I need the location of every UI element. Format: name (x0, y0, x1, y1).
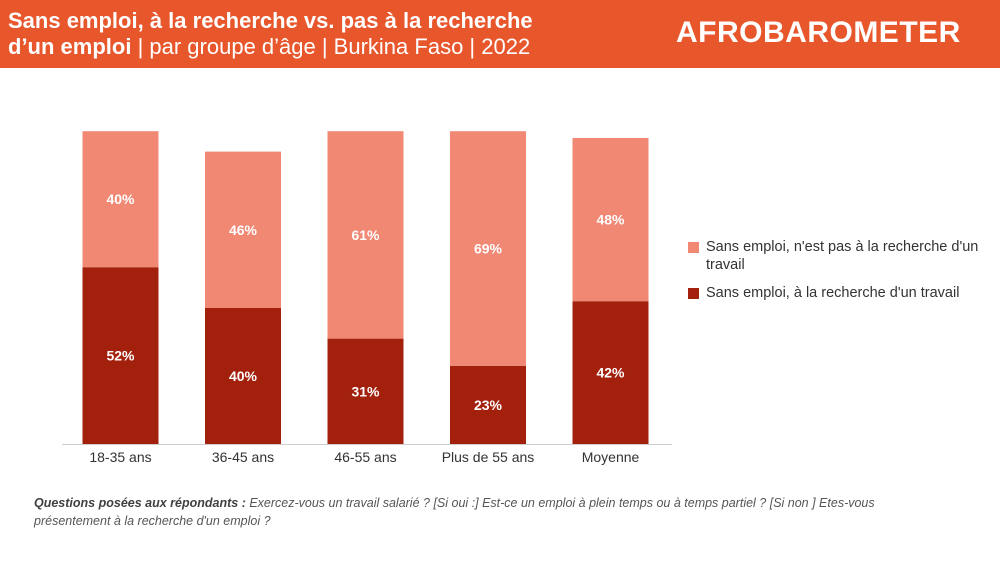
legend-item-searching: Sans emploi, à la recherche d'un travail (688, 284, 988, 302)
data-label-not-searching-2: 61% (351, 227, 380, 243)
footnote: Questions posées aux répondants : Exerce… (34, 494, 934, 530)
legend-label-not-searching: Sans emploi, n'est pas à la recherche d'… (706, 239, 979, 273)
chart-title: Sans emploi, à la recherche vs. pas à la… (8, 8, 648, 60)
legend-item-not-searching: Sans emploi, n'est pas à la recherche d'… (688, 238, 988, 274)
footnote-label: Questions posées aux répondants : (34, 496, 246, 510)
bar-segment-searching-2 (327, 338, 404, 444)
title-bold-line-1: Sans emploi, à la recherche vs. pas à la… (8, 8, 533, 33)
bar-segment-searching-3 (450, 365, 526, 444)
bar-segment-not-searching-2 (327, 131, 404, 339)
title-subtitle: | par groupe d’âge | Burkina Faso | 2022 (131, 34, 531, 59)
data-label-searching-2: 31% (351, 383, 380, 399)
data-label-not-searching-0: 40% (106, 191, 135, 207)
x-tick-label-4: Moyenne (582, 449, 640, 465)
bar-segment-searching-0 (82, 267, 159, 444)
data-label-not-searching-3: 69% (474, 241, 503, 257)
bar-segment-not-searching-1 (205, 151, 281, 308)
legend-label-searching: Sans emploi, à la recherche d'un travail (706, 285, 960, 301)
bar-segment-not-searching-0 (82, 131, 159, 268)
bar-segment-not-searching-3 (450, 131, 526, 366)
legend: Sans emploi, n'est pas à la recherche d'… (688, 238, 988, 312)
x-tick-label-2: 46-55 ans (334, 449, 396, 465)
x-tick-label-1: 36-45 ans (212, 449, 274, 465)
data-label-searching-1: 40% (229, 368, 258, 384)
legend-swatch-searching (688, 288, 699, 299)
data-label-not-searching-1: 46% (229, 222, 258, 238)
legend-swatch-not-searching (688, 242, 699, 253)
title-bold-line-2: d’un emploi (8, 34, 132, 59)
x-tick-label-3: Plus de 55 ans (442, 449, 535, 465)
data-label-searching-3: 23% (474, 397, 503, 413)
data-label-searching-0: 52% (106, 348, 135, 364)
footnote-text: Exercez-vous un travail salarié ? [Si ou… (34, 496, 875, 528)
x-tick-label-0: 18-35 ans (89, 449, 151, 465)
bar-segment-searching-4 (572, 301, 649, 444)
data-label-searching-4: 42% (596, 365, 625, 381)
bar-segment-not-searching-4 (572, 138, 649, 302)
bar-segment-searching-1 (205, 308, 281, 444)
afrobarometer-logo: AFROBAROMETER (676, 16, 961, 49)
data-label-not-searching-4: 48% (596, 212, 625, 228)
stacked-bar-chart: 52% 40% 18-35 ans 40% 46% 36-45 ans 31% 61% 46-5… (62, 131, 672, 465)
header-banner: Sans emploi, à la recherche vs. pas à la… (0, 0, 1000, 68)
